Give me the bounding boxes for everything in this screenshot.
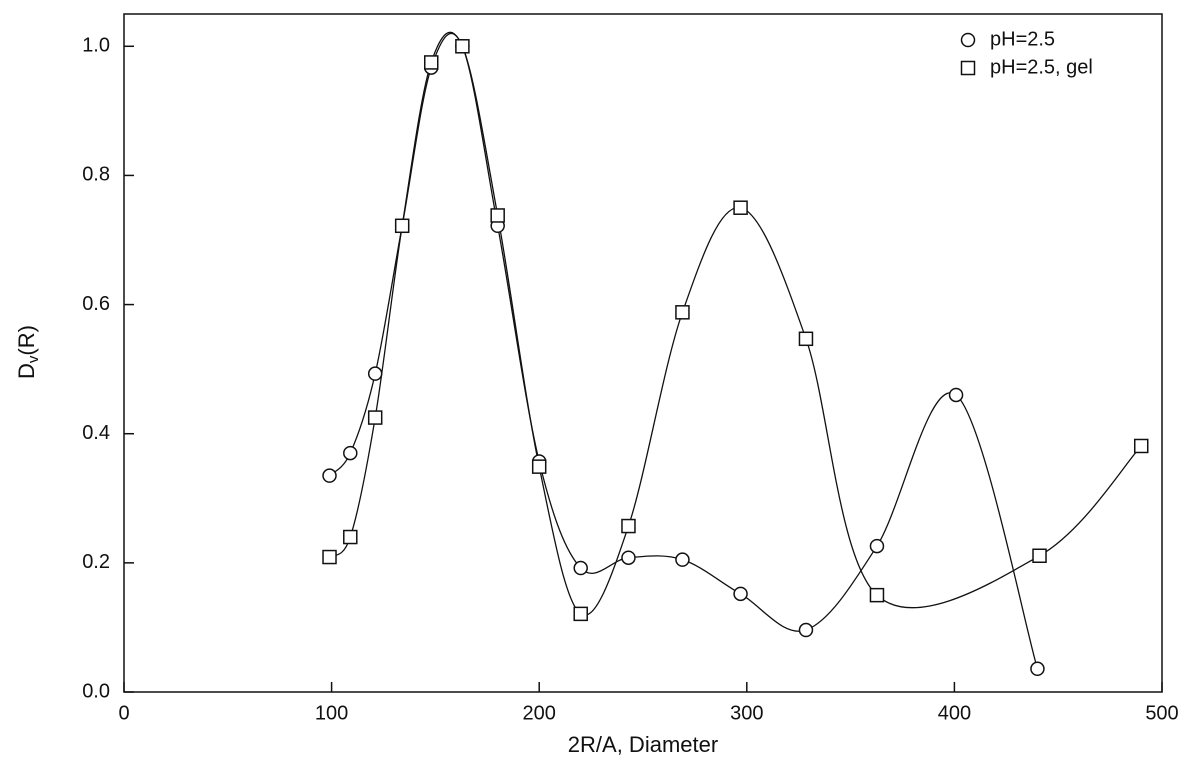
marker bbox=[869, 587, 885, 603]
marker bbox=[573, 606, 588, 622]
marker bbox=[1133, 438, 1149, 454]
legend-marker bbox=[960, 32, 976, 48]
legend-label: pH=2.5, gel bbox=[990, 56, 1093, 78]
marker bbox=[733, 200, 748, 215]
plot-frame bbox=[123, 13, 1163, 693]
y-axis-label: Dv(R) bbox=[14, 325, 42, 379]
y-tick-label: 0.8 bbox=[82, 164, 110, 186]
marker bbox=[675, 552, 690, 567]
marker bbox=[1032, 548, 1047, 564]
series-line bbox=[329, 32, 1039, 669]
marker bbox=[948, 387, 964, 403]
marker bbox=[322, 549, 337, 565]
marker bbox=[367, 410, 383, 425]
marker bbox=[394, 218, 410, 234]
marker bbox=[621, 550, 636, 565]
marker bbox=[455, 39, 470, 54]
marker bbox=[869, 538, 885, 554]
legend-marker bbox=[960, 60, 976, 76]
x-tick-label: 0 bbox=[118, 702, 129, 724]
x-tick-label: 300 bbox=[730, 702, 763, 724]
x-tick-label: 500 bbox=[1145, 702, 1178, 724]
series-line bbox=[329, 31, 1142, 616]
y-tick-label: 1.0 bbox=[82, 35, 110, 57]
marker bbox=[367, 366, 383, 381]
marker bbox=[322, 468, 337, 483]
marker bbox=[490, 208, 505, 223]
marker bbox=[531, 459, 547, 474]
marker bbox=[423, 55, 439, 70]
y-tick-label: 0.0 bbox=[82, 680, 110, 702]
marker bbox=[675, 305, 690, 320]
y-tick-label: 0.4 bbox=[82, 422, 110, 444]
plot-area bbox=[329, 31, 1142, 669]
y-tick-label: 0.2 bbox=[82, 551, 110, 573]
y-tick-label: 0.6 bbox=[82, 293, 110, 315]
x-tick-label: 400 bbox=[938, 702, 971, 724]
legend-label: pH=2.5 bbox=[990, 28, 1055, 50]
marker bbox=[1030, 661, 1045, 677]
marker bbox=[343, 529, 358, 545]
x-tick-label: 100 bbox=[315, 702, 348, 724]
marker bbox=[343, 445, 358, 461]
x-tick-label: 200 bbox=[523, 702, 556, 724]
marker bbox=[798, 331, 814, 347]
marker bbox=[733, 586, 748, 602]
marker bbox=[573, 560, 588, 576]
x-axis-label: 2R/A, Diameter bbox=[568, 732, 718, 757]
marker bbox=[621, 518, 636, 534]
marker bbox=[798, 622, 814, 638]
